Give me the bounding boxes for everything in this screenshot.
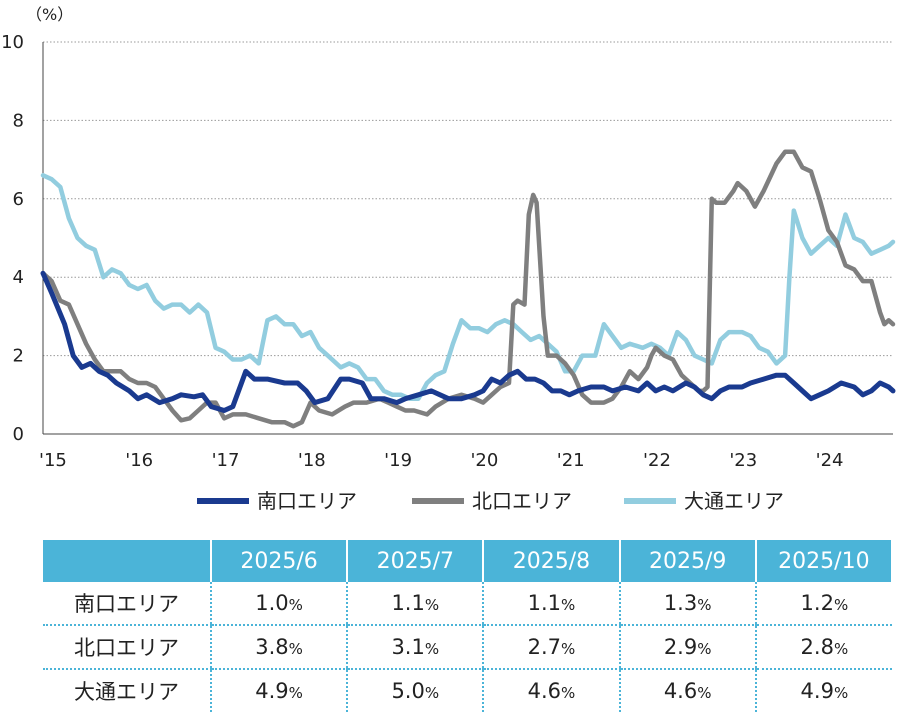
cell-unit: %	[833, 596, 849, 614]
legend-label: 北口エリア	[472, 489, 572, 513]
table-cell: 4.9%	[754, 669, 892, 712]
table-cell: 3.1%	[346, 625, 484, 670]
x-tick-labels: '15 '16 '17 '18 '19 '20 '21 '22 '23 '24	[39, 450, 844, 471]
table-corner-cell	[43, 540, 212, 582]
table-cell: 2.8%	[754, 625, 892, 670]
legend-label: 南口エリア	[257, 489, 357, 513]
cell-unit: %	[833, 640, 849, 658]
cell-unit: %	[288, 596, 303, 614]
cell-unit: %	[561, 684, 576, 702]
cell-unit: %	[697, 684, 712, 702]
legend-label: 大通エリア	[684, 489, 784, 513]
x-tick-label: '18	[298, 450, 326, 471]
row-label: 大通エリア	[74, 680, 179, 704]
y-tick-label: 8	[13, 110, 24, 131]
cell-unit: %	[288, 640, 303, 658]
cell-unit: %	[424, 640, 440, 658]
table-cell: 1.1%	[482, 582, 620, 626]
y-tick-label: 4	[13, 267, 24, 288]
table-cell: 1.1%	[346, 582, 484, 626]
y-tick-labels: 0 2 4 6 8 10	[1, 32, 24, 445]
cell-value: 2.7	[527, 635, 562, 659]
y-unit-label: （%）	[26, 5, 73, 24]
cell-value: 1.3	[663, 591, 698, 615]
x-tick-label: '19	[384, 450, 412, 471]
x-tick-label: '20	[470, 450, 498, 471]
column-header: 2025/10	[754, 540, 894, 582]
gridlines	[43, 41, 893, 357]
cell-unit: %	[697, 596, 712, 614]
cell-value: 1.1	[527, 591, 562, 615]
axes	[42, 42, 893, 435]
row-label: 北口エリア	[43, 625, 211, 670]
table-cell: 2.7%	[482, 625, 620, 670]
y-tick-label: 10	[1, 32, 24, 53]
table-cell: 1.0%	[209, 582, 348, 626]
cell-value: 4.9	[800, 679, 834, 703]
series-line	[40, 149, 896, 429]
table-cell: 4.6%	[482, 669, 620, 712]
x-tick-label: '15	[39, 450, 67, 471]
x-tick-label: '17	[212, 450, 240, 471]
cell-value: 1.0	[255, 591, 289, 615]
cell-unit: %	[424, 596, 440, 614]
y-tick-label: 6	[13, 189, 24, 210]
data-table: 2025/6 2025/7 2025/8 2025/9 2025/10 南口エリ…	[43, 540, 894, 712]
cell-value: 4.9	[255, 679, 289, 703]
table-header-row: 2025/6 2025/7 2025/8 2025/9 2025/10	[43, 540, 894, 582]
cell-unit: %	[697, 640, 712, 658]
table-cell: 4.6%	[618, 669, 756, 712]
x-tick-label: '23	[729, 450, 757, 471]
series-line	[40, 173, 896, 401]
x-tick-label: '24	[816, 450, 844, 471]
table-cell: 2.9%	[618, 625, 756, 670]
table-cell: 4.9%	[209, 669, 348, 712]
cell-value: 1.1	[391, 591, 425, 615]
cell-value: 5.0	[391, 679, 425, 703]
cell-value: 3.8	[255, 635, 289, 659]
y-tick-label: 2	[13, 346, 24, 367]
column-header: 2025/6	[209, 540, 349, 582]
cell-value: 2.8	[800, 635, 834, 659]
cell-value: 1.2	[800, 591, 834, 615]
x-tick-label: '16	[125, 450, 153, 471]
column-header: 2025/9	[618, 540, 757, 582]
cell-unit: %	[833, 684, 849, 702]
series-line	[40, 270, 896, 413]
cell-value: 4.6	[527, 679, 562, 703]
table-row: 北口エリア 3.8% 3.1% 2.7% 2.9% 2.8%	[43, 625, 892, 670]
cell-unit: %	[561, 596, 576, 614]
table-cell: 5.0%	[346, 669, 484, 712]
cell-value: 2.9	[663, 635, 698, 659]
legend: 南口エリア 北口エリア 大通エリア	[197, 489, 784, 513]
row-label: 南口エリア	[43, 582, 211, 626]
series-lines	[40, 149, 896, 429]
column-header: 2025/7	[346, 540, 485, 582]
cell-unit: %	[288, 684, 303, 702]
column-header: 2025/8	[482, 540, 621, 582]
cell-value: 4.6	[663, 679, 698, 703]
y-tick-label: 0	[13, 424, 24, 445]
cell-value: 3.1	[391, 635, 425, 659]
data-table-container: 2025/6 2025/7 2025/8 2025/9 2025/10 南口エリ…	[43, 540, 894, 712]
table-row: 南口エリア 1.0% 1.1% 1.1% 1.3% 1.2%	[43, 582, 892, 626]
table-row: 大通エリア 4.9% 5.0% 4.6% 4.6% 4.9%	[43, 669, 892, 712]
table-cell: 3.8%	[209, 625, 348, 670]
cell-unit: %	[424, 684, 440, 702]
x-tick-label: '22	[643, 450, 671, 471]
x-tick-label: '21	[557, 450, 585, 471]
table-cell: 1.2%	[754, 582, 892, 626]
cell-unit: %	[561, 640, 576, 658]
table-cell: 1.3%	[618, 582, 756, 626]
